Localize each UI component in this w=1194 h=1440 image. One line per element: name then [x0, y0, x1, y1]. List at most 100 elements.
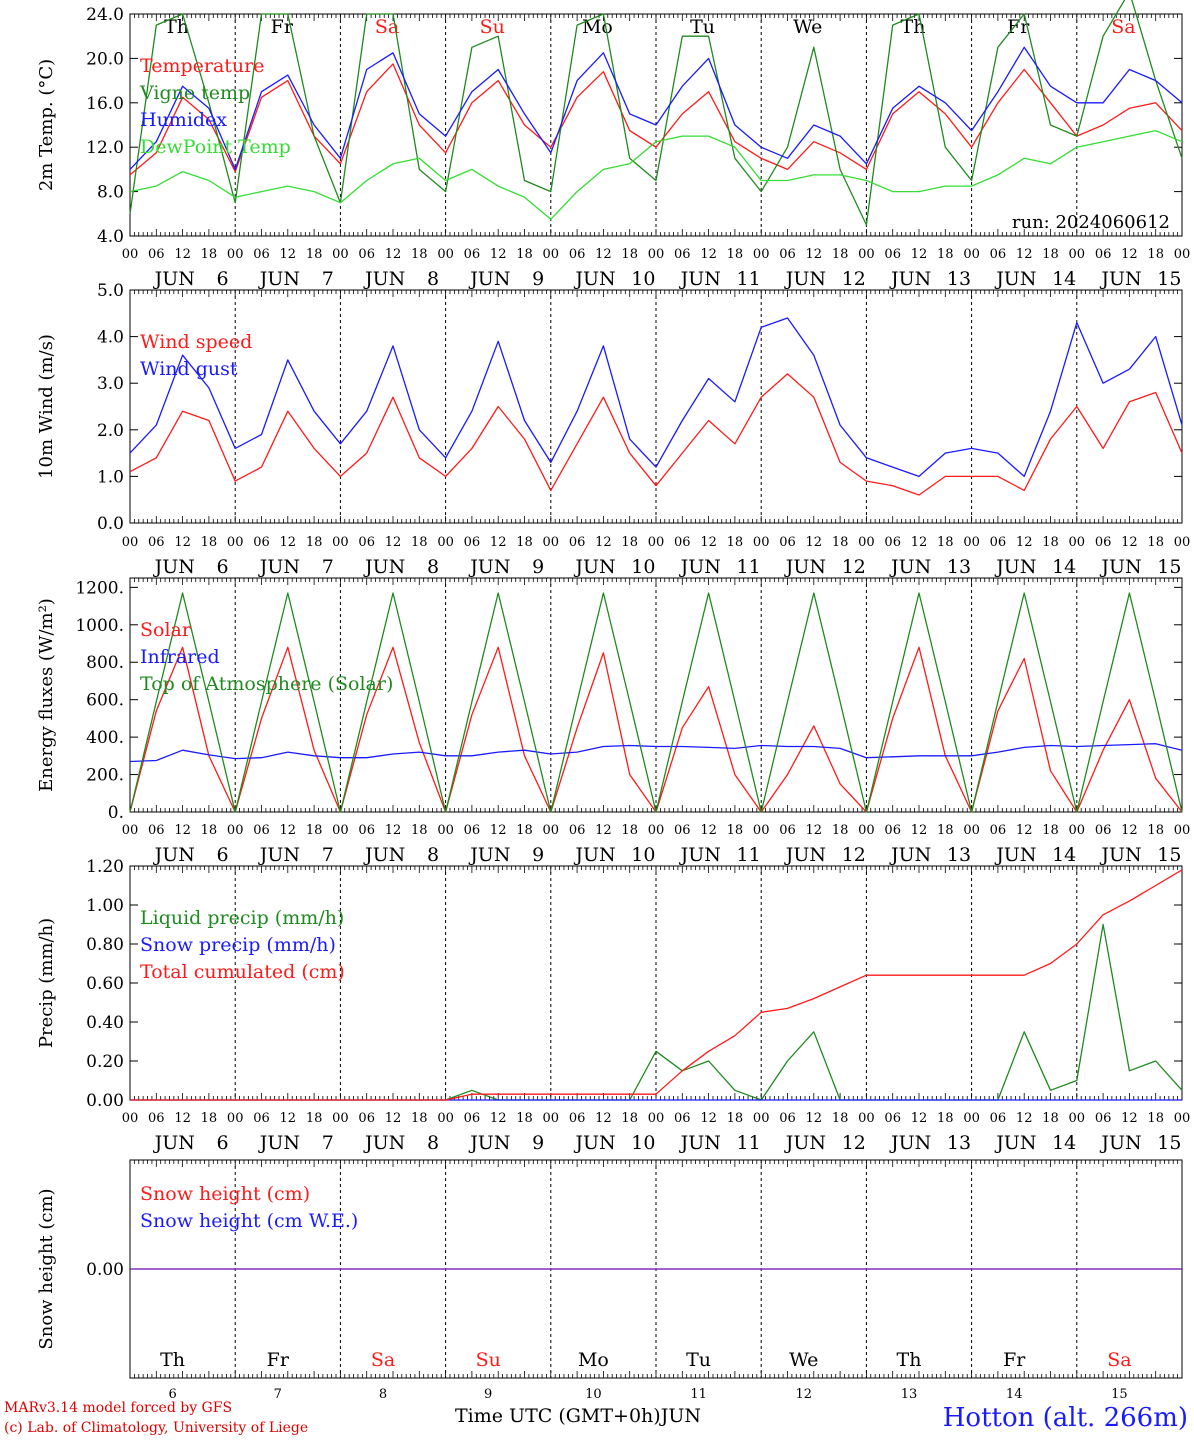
x-hour-tick-label: 00	[648, 1111, 665, 1126]
x-hour-tick-label: 00	[437, 247, 454, 262]
x-hour-tick-label: 06	[884, 823, 901, 838]
x-date-month: JUN	[1099, 268, 1141, 290]
x-hour-tick-label: 18	[1042, 247, 1059, 262]
legend-entry: Solar	[140, 619, 192, 641]
y-tick-label: 600.	[86, 691, 124, 711]
y-tick-label: 0.	[108, 803, 124, 823]
x-axis-month-label: JUN	[660, 1405, 701, 1427]
x-date-month: JUN	[573, 1132, 615, 1154]
x-hour-tick-label: 06	[569, 247, 586, 262]
day-number-label: 14	[1006, 1387, 1023, 1402]
x-hour-tick-label: 06	[569, 1111, 586, 1126]
series-line-wind-speed	[129, 373, 1183, 496]
x-date-month: JUN	[363, 556, 405, 578]
x-hour-tick-label: 18	[937, 535, 954, 550]
x-hour-tick-label: 12	[174, 535, 191, 550]
series-line-dewpoint-temp	[129, 129, 1183, 220]
y-tick-label: 0.60	[86, 974, 124, 994]
x-hour-tick-label: 18	[727, 535, 744, 550]
x-date-day: 12	[842, 844, 866, 866]
y-tick-label: 5.0	[97, 281, 124, 301]
x-date-month: JUN	[679, 1132, 721, 1154]
x-hour-tick-label: 06	[990, 1111, 1007, 1126]
x-date-month: JUN	[1099, 556, 1141, 578]
x-hour-tick-label: 18	[937, 247, 954, 262]
y-tick-label: 1.20	[86, 857, 124, 877]
weekday-label: Mo	[578, 1349, 609, 1371]
x-hour-tick-label: 18	[411, 247, 428, 262]
x-hour-tick-label: 06	[148, 247, 165, 262]
x-hour-tick-label: 00	[1174, 535, 1191, 550]
x-hour-tick-label: 00	[543, 247, 560, 262]
x-hour-tick-label: 06	[358, 247, 375, 262]
x-hour-tick-label: 18	[621, 1111, 638, 1126]
legend-entry: Vigne temp	[139, 82, 250, 104]
x-hour-tick-label: 12	[806, 535, 823, 550]
x-hour-tick-label: 00	[437, 1111, 454, 1126]
x-hour-tick-label: 00	[122, 823, 139, 838]
x-hour-tick-label: 00	[753, 247, 770, 262]
y-tick-label: 0.80	[86, 935, 124, 955]
x-hour-tick-label: 06	[464, 1111, 481, 1126]
y-tick-label: 1200.	[75, 578, 124, 598]
x-hour-tick-label: 06	[253, 1111, 270, 1126]
x-date-month: JUN	[784, 556, 826, 578]
x-date-month: JUN	[784, 844, 826, 866]
x-hour-tick-label: 06	[779, 247, 796, 262]
x-date-month: JUN	[994, 268, 1036, 290]
x-date-month: JUN	[573, 844, 615, 866]
x-hour-tick-label: 00	[753, 823, 770, 838]
day-number-label: 12	[796, 1387, 813, 1402]
weekday-label: Mo	[582, 16, 613, 38]
x-hour-tick-label: 06	[148, 1111, 165, 1126]
x-date-day: 9	[532, 844, 544, 866]
x-date-day: 11	[737, 1132, 761, 1154]
x-hour-tick-label: 18	[411, 823, 428, 838]
x-hour-tick-label: 18	[1042, 1111, 1059, 1126]
x-date-day: 14	[1052, 844, 1076, 866]
legend-entry: Snow height (cm)	[140, 1183, 310, 1205]
x-date-month: JUN	[468, 556, 510, 578]
x-hour-tick-label: 18	[306, 1111, 323, 1126]
x-hour-tick-label: 00	[332, 1111, 349, 1126]
y-tick-label: 3.0	[97, 374, 124, 394]
x-hour-tick-label: 06	[674, 1111, 691, 1126]
y-tick-label: 2.0	[97, 421, 124, 441]
x-hour-tick-label: 18	[832, 1111, 849, 1126]
x-date-month: JUN	[1099, 844, 1141, 866]
x-hour-tick-label: 18	[727, 247, 744, 262]
x-hour-tick-label: 06	[779, 823, 796, 838]
x-hour-tick-label: 00	[1174, 247, 1191, 262]
x-hour-tick-label: 12	[595, 247, 612, 262]
x-hour-tick-label: 18	[201, 535, 218, 550]
x-date-month: JUN	[994, 844, 1036, 866]
x-date-day: 6	[217, 268, 229, 290]
x-date-day: 7	[322, 1132, 334, 1154]
x-hour-tick-label: 12	[385, 535, 402, 550]
x-date-month: JUN	[468, 268, 510, 290]
x-hour-tick-label: 18	[306, 247, 323, 262]
y-tick-label: 0.00	[86, 1260, 124, 1280]
x-date-month: JUN	[573, 556, 615, 578]
x-hour-tick-label: 00	[227, 535, 244, 550]
weekday-label: We	[793, 16, 822, 38]
x-hour-tick-label: 06	[1095, 823, 1112, 838]
x-hour-tick-label: 12	[174, 823, 191, 838]
x-date-month: JUN	[258, 1132, 300, 1154]
x-hour-tick-label: 00	[122, 535, 139, 550]
x-hour-tick-label: 00	[858, 535, 875, 550]
weekday-label: Fr	[267, 1349, 290, 1371]
x-date-day: 15	[1157, 844, 1181, 866]
x-hour-tick-label: 18	[516, 247, 533, 262]
y-tick-label: 24.0	[86, 5, 124, 25]
day-number-label: 7	[274, 1387, 282, 1402]
x-hour-tick-label: 18	[516, 1111, 533, 1126]
series-line-total-cumulated-cm-	[130, 869, 1183, 1101]
x-date-day: 12	[842, 1132, 866, 1154]
y-tick-label: 400.	[86, 728, 124, 748]
x-date-day: 13	[947, 1132, 971, 1154]
x-date-day: 12	[842, 268, 866, 290]
x-hour-tick-label: 00	[227, 823, 244, 838]
x-hour-tick-label: 06	[674, 535, 691, 550]
